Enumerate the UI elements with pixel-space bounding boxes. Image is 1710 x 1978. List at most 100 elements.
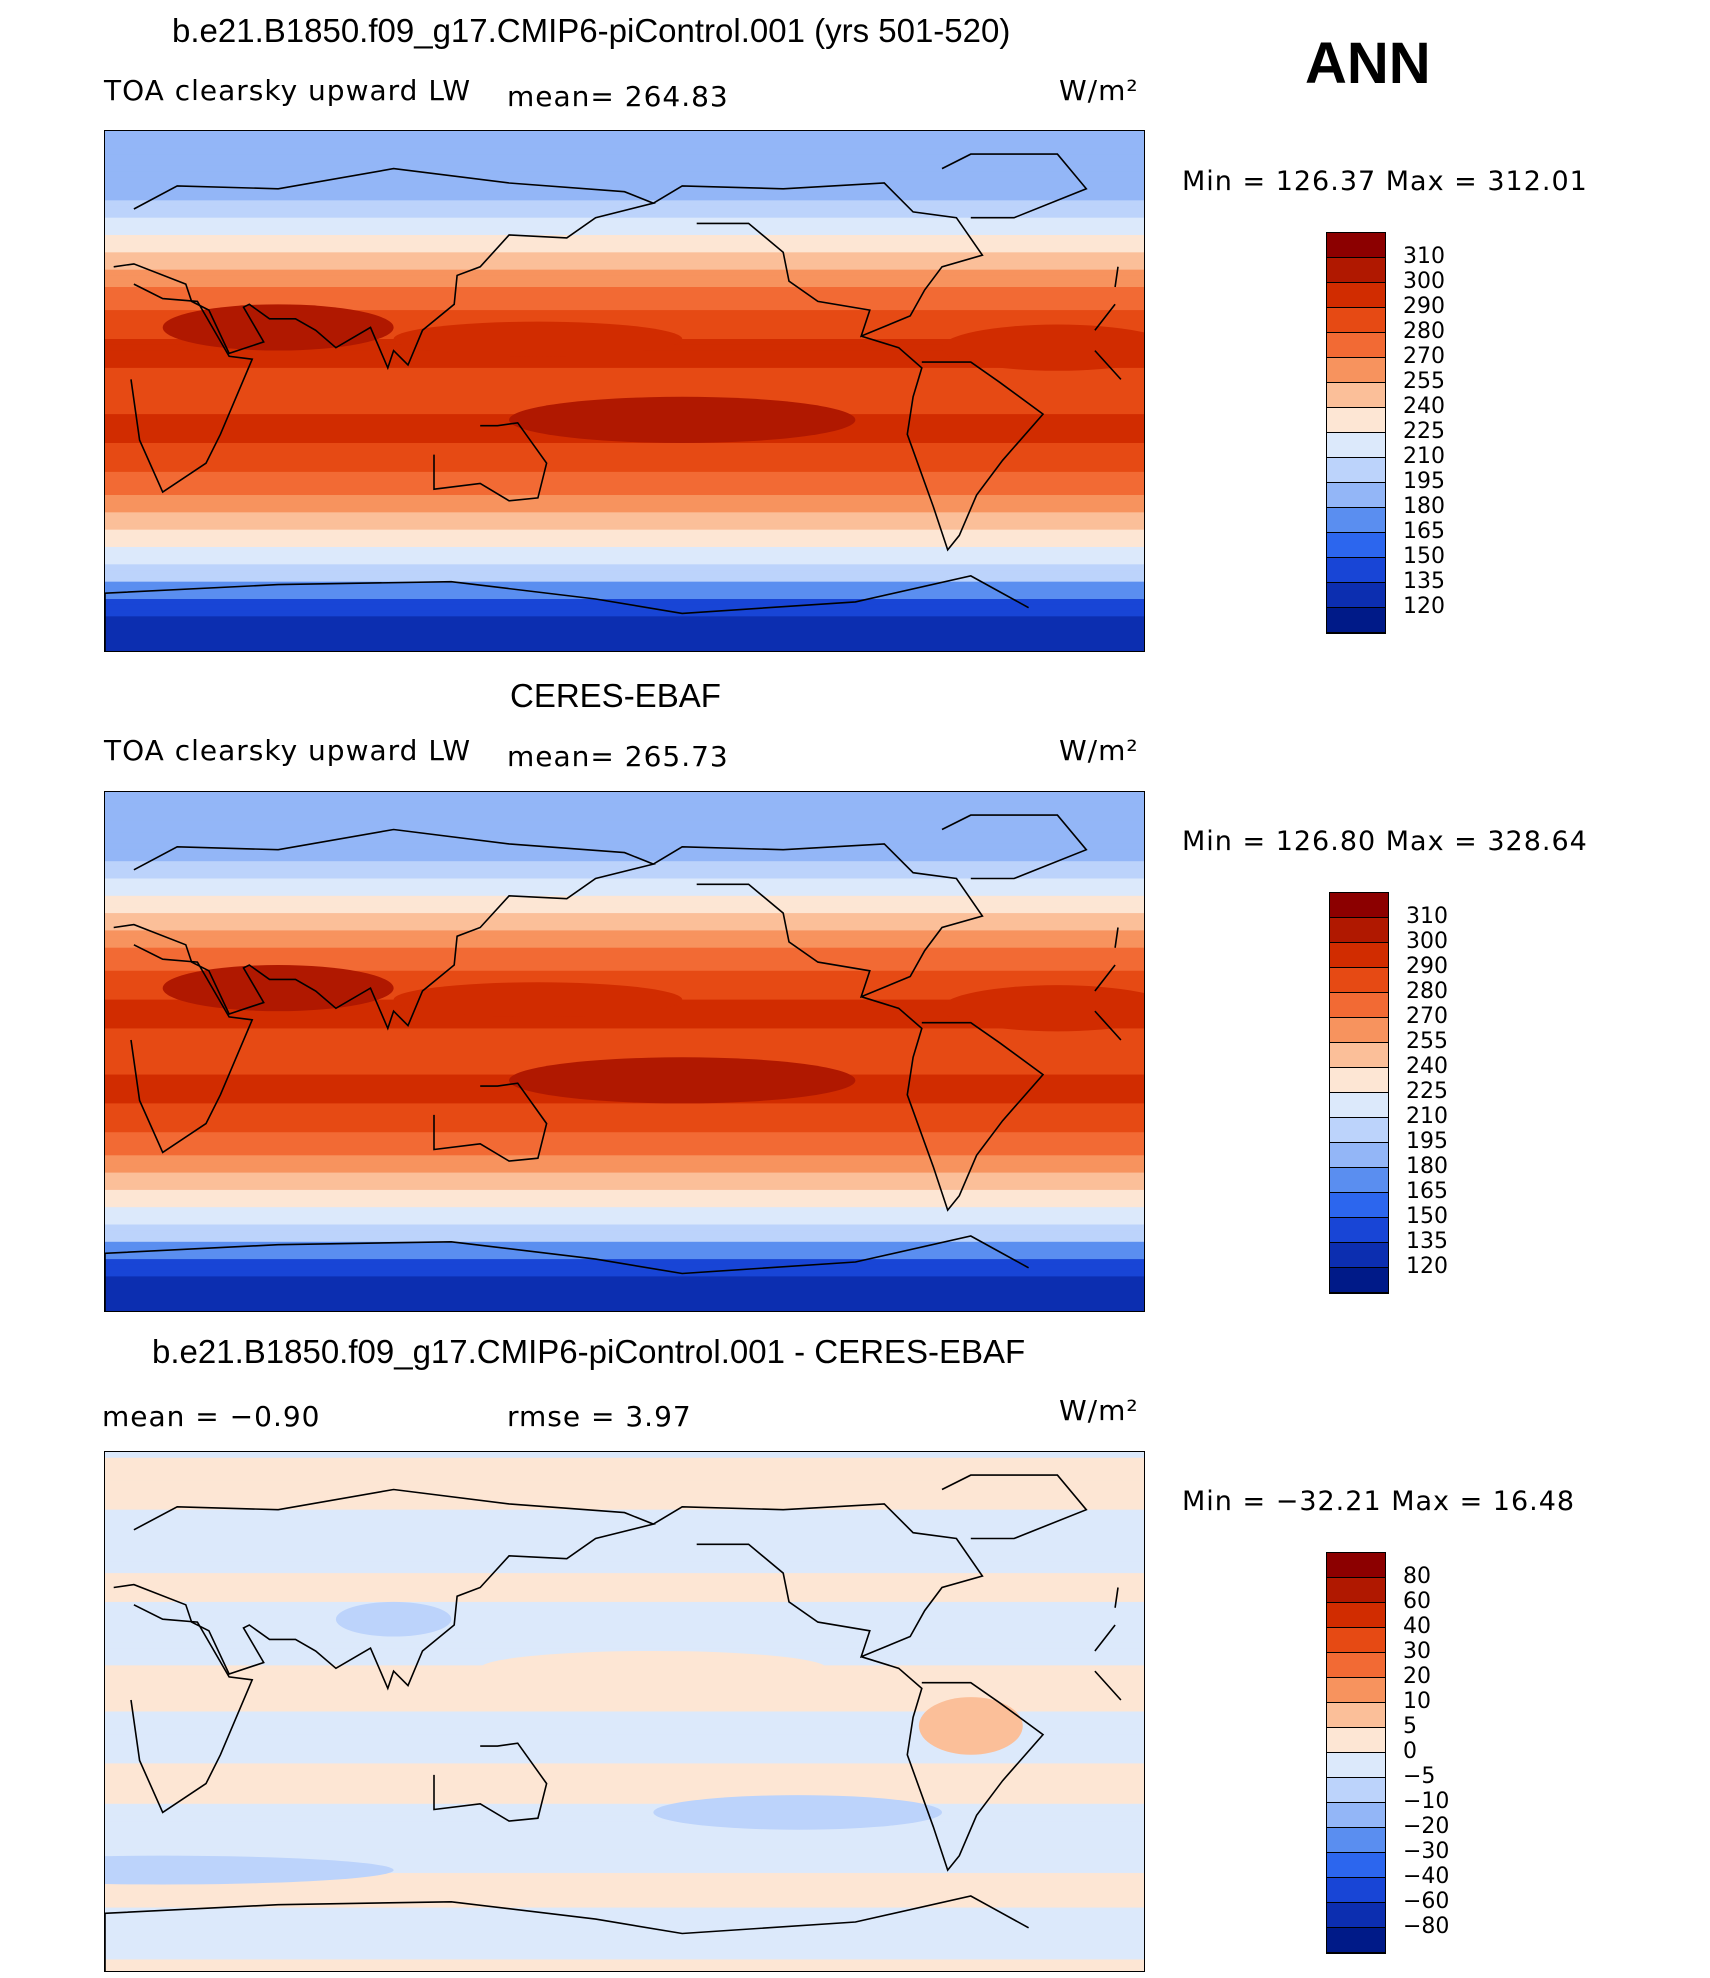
field-band bbox=[105, 142, 1144, 150]
colorbar-tick-label: 150 bbox=[1403, 544, 1445, 569]
field-band bbox=[105, 1521, 1144, 1528]
field-band bbox=[105, 1114, 1144, 1122]
colorbar-swatch bbox=[1327, 358, 1385, 383]
panel-2-mean-label: mean= 265.73 bbox=[507, 740, 729, 773]
field-band bbox=[105, 570, 1144, 577]
field-band bbox=[105, 350, 1144, 358]
field-band bbox=[105, 1189, 1144, 1197]
field-anomaly bbox=[918, 1697, 1023, 1755]
field-band bbox=[105, 1930, 1144, 1938]
field-band bbox=[105, 878, 1144, 886]
field-band bbox=[105, 1907, 1144, 1915]
field-band bbox=[105, 1798, 1144, 1805]
field-band bbox=[105, 1625, 1144, 1632]
coastline bbox=[105, 1235, 1029, 1311]
panel-1-map-field bbox=[105, 131, 1144, 651]
colorbar-tick-label: 60 bbox=[1403, 1589, 1431, 1614]
colorbar-swatch bbox=[1327, 383, 1385, 408]
field-band bbox=[105, 367, 1144, 375]
field-band bbox=[105, 1457, 1144, 1465]
field-band bbox=[105, 1919, 1144, 1926]
panel-1-mean-label: mean= 264.83 bbox=[507, 80, 729, 113]
field-band bbox=[105, 1878, 1144, 1886]
colorbar-swatch bbox=[1330, 1018, 1388, 1043]
field-band bbox=[105, 907, 1144, 915]
field-band bbox=[105, 529, 1144, 537]
panel-3-rmse-label: rmse = 3.97 bbox=[507, 1400, 692, 1433]
colorbar-swatch bbox=[1327, 558, 1385, 583]
field-band bbox=[105, 1045, 1144, 1053]
field-band bbox=[105, 287, 1144, 294]
colorbar-tick-label: 310 bbox=[1403, 244, 1445, 269]
colorbar-swatch bbox=[1327, 1853, 1385, 1878]
field-band bbox=[105, 587, 1144, 595]
field-band bbox=[105, 1480, 1144, 1488]
colorbar-swatch bbox=[1327, 608, 1385, 633]
field-band bbox=[105, 797, 1144, 805]
colorbar-tick-label: 270 bbox=[1403, 344, 1445, 369]
season-label: ANN bbox=[1305, 31, 1431, 96]
field-band bbox=[105, 1601, 1144, 1609]
colorbar-tick-label: 195 bbox=[1403, 469, 1445, 494]
field-band bbox=[105, 1803, 1144, 1811]
colorbar-swatch bbox=[1330, 1043, 1388, 1068]
coastline bbox=[433, 421, 548, 502]
colorbar-tick-label: −5 bbox=[1403, 1764, 1436, 1789]
field-band bbox=[105, 627, 1144, 635]
colorbar-swatch bbox=[1327, 533, 1385, 558]
field-band bbox=[105, 1463, 1144, 1471]
field-band bbox=[105, 1757, 1144, 1765]
field-anomaly bbox=[162, 965, 394, 1012]
colorbar-tick-label: 0 bbox=[1403, 1739, 1417, 1764]
colorbar-swatch bbox=[1327, 408, 1385, 433]
colorbar-tick-label: 225 bbox=[1406, 1079, 1448, 1104]
field-band bbox=[105, 391, 1144, 398]
field-band bbox=[105, 976, 1144, 984]
field-band bbox=[105, 1584, 1144, 1592]
field-band bbox=[105, 454, 1144, 462]
colorbar-swatch bbox=[1330, 1268, 1388, 1293]
field-band bbox=[105, 1264, 1144, 1272]
panel-3-map-field bbox=[105, 1452, 1144, 1971]
field-band bbox=[105, 1022, 1144, 1030]
field-band bbox=[105, 581, 1144, 589]
colorbar-swatch bbox=[1330, 1118, 1388, 1143]
field-band bbox=[105, 263, 1144, 271]
field-band bbox=[105, 252, 1144, 260]
colorbar-tick-label: 120 bbox=[1403, 594, 1445, 619]
field-band bbox=[105, 1567, 1144, 1575]
field-band bbox=[105, 292, 1144, 300]
field-band bbox=[105, 1207, 1144, 1214]
map-field-bands bbox=[105, 792, 1144, 1311]
colorbar-swatch bbox=[1330, 1143, 1388, 1168]
field-band bbox=[105, 1936, 1144, 1944]
coastline bbox=[860, 995, 1045, 1212]
panel-2-colorbar: 310 300 290 280 270 255 240 225 210 195 180 165 150 1… bbox=[1329, 892, 1448, 1294]
field-band bbox=[105, 1746, 1144, 1753]
field-band bbox=[105, 535, 1144, 543]
colorbar-tick-label: 180 bbox=[1403, 494, 1445, 519]
colorbar-tick-label: 150 bbox=[1406, 1204, 1448, 1229]
coastline bbox=[105, 575, 1029, 651]
field-band bbox=[105, 547, 1144, 554]
field-band bbox=[105, 604, 1144, 612]
coastlines bbox=[105, 814, 1122, 1311]
colorbar-tick-label: −10 bbox=[1403, 1789, 1450, 1814]
field-band bbox=[105, 1532, 1144, 1540]
field-band bbox=[105, 177, 1144, 184]
field-band bbox=[105, 965, 1144, 972]
panel-3-mean-label: mean = −0.90 bbox=[102, 1400, 321, 1433]
colorbar-swatch bbox=[1330, 1243, 1388, 1268]
field-band bbox=[105, 1034, 1144, 1041]
colorbar-tick-label: 165 bbox=[1406, 1179, 1448, 1204]
panel-3-minmax: Min = −32.21 Max = 16.48 bbox=[1182, 1486, 1576, 1517]
panel-1-units: W/m² bbox=[1059, 74, 1139, 107]
field-band bbox=[105, 936, 1144, 943]
field-band bbox=[105, 1636, 1144, 1644]
field-band bbox=[105, 1682, 1144, 1690]
field-band bbox=[105, 1492, 1144, 1500]
field-band bbox=[105, 1642, 1144, 1650]
field-band bbox=[105, 258, 1144, 265]
map-field-bands bbox=[105, 1452, 1144, 1971]
colorbar-swatch bbox=[1330, 1168, 1388, 1193]
